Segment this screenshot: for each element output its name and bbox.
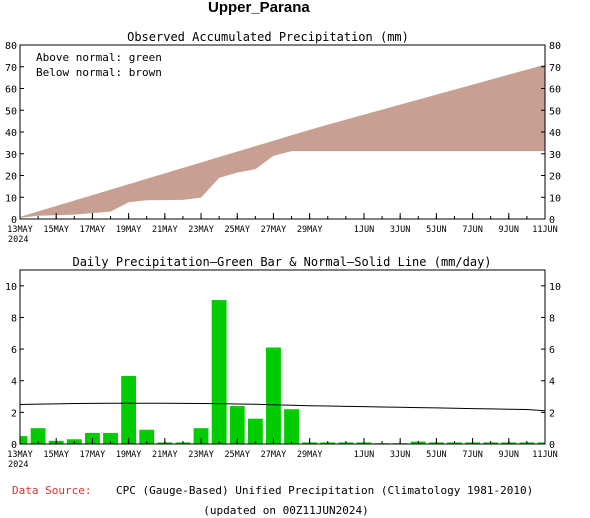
bottom-year-label: 2024 xyxy=(8,460,28,470)
top-ytick-label-right: 50 xyxy=(549,106,561,117)
legend-below-normal: Below normal: brown xyxy=(36,66,162,79)
top-xtick-label: 11JUN xyxy=(532,225,558,235)
top-xtick-label: 19MAY xyxy=(116,225,142,235)
top-ytick-label-left: 0 xyxy=(11,215,17,226)
daily-precip-bar xyxy=(121,375,137,444)
daily-precip-bar xyxy=(537,442,545,444)
legend-above-normal: Above normal: green xyxy=(36,51,162,64)
daily-precip-bar xyxy=(266,347,281,444)
bottom-ytick-label-right: 2 xyxy=(549,408,555,419)
daily-precip-bar xyxy=(229,406,245,444)
top-ytick-label-right: 60 xyxy=(549,85,561,96)
top-ytick-label-left: 60 xyxy=(5,85,17,96)
bottom-ytick-label-left: 10 xyxy=(5,282,17,293)
top-ytick-label-right: 0 xyxy=(549,215,555,226)
bottom-xtick-label: 25MAY xyxy=(224,450,250,460)
daily-precip-bar xyxy=(139,429,155,444)
daily-normal-line-layer xyxy=(19,402,546,412)
accumulated-chart-title: Observed Accumulated Precipitation (mm) xyxy=(127,30,409,44)
bottom-ytick-label-left: 4 xyxy=(11,377,17,388)
top-y-axis-left: 0 10 20 30 40 50 60 70 80 xyxy=(5,41,24,226)
bottom-xtick-label: 13MAY xyxy=(7,450,33,460)
top-ytick-label-left: 30 xyxy=(5,150,17,161)
top-ytick-label-right: 10 xyxy=(549,193,561,204)
daily-precip-chart: Daily Precipitation–Green Bar & Normal–S… xyxy=(5,255,561,470)
top-ytick-label-right: 80 xyxy=(549,41,561,52)
bottom-xtick-label: 19MAY xyxy=(116,450,142,460)
bottom-xtick-label: 23MAY xyxy=(188,450,214,460)
bottom-ytick-label-left: 8 xyxy=(11,313,17,324)
daily-bars-layer xyxy=(20,300,545,445)
updated-note: (updated on 00Z11JUN2024) xyxy=(203,504,369,517)
bottom-xtick-label: 9JUN xyxy=(499,450,519,460)
bottom-ytick-label-right: 0 xyxy=(549,440,555,451)
bottom-x-axis: 13MAY 15MAY 17MAY 19MAY 21MAY 23MAY 25MAY 27MAY… xyxy=(7,438,558,460)
top-xtick-label: 3JUN xyxy=(390,225,410,235)
top-ytick-label-right: 40 xyxy=(549,128,561,139)
top-x-axis: 13MAY 15MAY 17MAY 19MAY 21MAY 23MAY 25MAY 27MAY… xyxy=(7,213,558,235)
bottom-ytick-label-right: 4 xyxy=(549,377,555,388)
bottom-xtick-label: 17MAY xyxy=(80,450,106,460)
daily-precip-bar xyxy=(247,418,263,444)
top-ytick-label-right: 30 xyxy=(549,150,561,161)
top-xtick-label: 7JUN xyxy=(462,225,482,235)
normal-daily-line xyxy=(19,402,546,412)
bottom-xtick-label: 3JUN xyxy=(390,450,410,460)
top-ytick-label-left: 80 xyxy=(5,41,17,52)
bottom-xtick-label: 1JUN xyxy=(354,450,374,460)
top-xtick-label: 29MAY xyxy=(297,225,323,235)
daily-precip-bar xyxy=(20,436,28,444)
top-xtick-label: 13MAY xyxy=(7,225,33,235)
below-normal-area xyxy=(20,64,545,218)
bottom-xtick-label: 7JUN xyxy=(462,450,482,460)
data-source-label: Data Source: xyxy=(12,484,91,497)
bottom-ytick-label-right: 8 xyxy=(549,313,555,324)
bottom-xtick-label: 29MAY xyxy=(297,450,323,460)
bottom-xtick-label: 21MAY xyxy=(152,450,178,460)
top-xtick-label: 21MAY xyxy=(152,225,178,235)
top-ytick-label-left: 50 xyxy=(5,106,17,117)
accumulation-area-layer xyxy=(20,64,545,218)
top-xtick-label: 15MAY xyxy=(43,225,69,235)
daily-precip-bar xyxy=(211,300,227,444)
daily-precip-bar xyxy=(284,409,299,444)
bottom-y-axis-right: 0 2 4 6 8 10 xyxy=(541,282,561,451)
top-xtick-label: 9JUN xyxy=(499,225,519,235)
bottom-xtick-label: 15MAY xyxy=(43,450,69,460)
top-ytick-label-right: 70 xyxy=(549,63,561,74)
bottom-xtick-label: 5JUN xyxy=(426,450,446,460)
bottom-xtick-label: 27MAY xyxy=(261,450,287,460)
top-ytick-label-left: 10 xyxy=(5,193,17,204)
bottom-ytick-label-right: 6 xyxy=(549,345,555,356)
data-source-text: CPC (Gauge-Based) Unified Precipitation … xyxy=(116,484,533,497)
top-ytick-label-left: 40 xyxy=(5,128,17,139)
region-title: Upper_Parana xyxy=(208,0,310,16)
top-xtick-label: 27MAY xyxy=(261,225,287,235)
daily-chart-title: Daily Precipitation–Green Bar & Normal–S… xyxy=(72,255,491,269)
top-xtick-label: 25MAY xyxy=(224,225,250,235)
top-ytick-label-left: 70 xyxy=(5,63,17,74)
accumulated-precip-chart: Observed Accumulated Precipitation (mm) … xyxy=(5,30,561,245)
top-xtick-label: 5JUN xyxy=(426,225,446,235)
bottom-ytick-label-left: 2 xyxy=(11,408,17,419)
bottom-ytick-label-left: 6 xyxy=(11,345,17,356)
bottom-y-axis-left: 0 2 4 6 8 10 xyxy=(5,282,24,451)
top-xtick-label: 23MAY xyxy=(188,225,214,235)
bottom-xtick-label: 11JUN xyxy=(532,450,558,460)
top-ytick-label-left: 20 xyxy=(5,172,17,183)
daily-precip-bar xyxy=(103,432,118,444)
daily-precip-bar xyxy=(193,428,209,444)
bottom-ytick-label-left: 0 xyxy=(11,440,17,451)
daily-precip-bar xyxy=(30,428,46,444)
top-xtick-label: 1JUN xyxy=(354,225,374,235)
bottom-ytick-label-right: 10 xyxy=(549,282,561,293)
top-y-axis-right: 0 10 20 30 40 50 60 70 80 xyxy=(541,41,561,226)
bottom-plot-frame xyxy=(19,269,546,445)
top-ytick-label-right: 20 xyxy=(549,172,561,183)
top-year-label: 2024 xyxy=(8,235,28,245)
top-xtick-label: 17MAY xyxy=(80,225,106,235)
